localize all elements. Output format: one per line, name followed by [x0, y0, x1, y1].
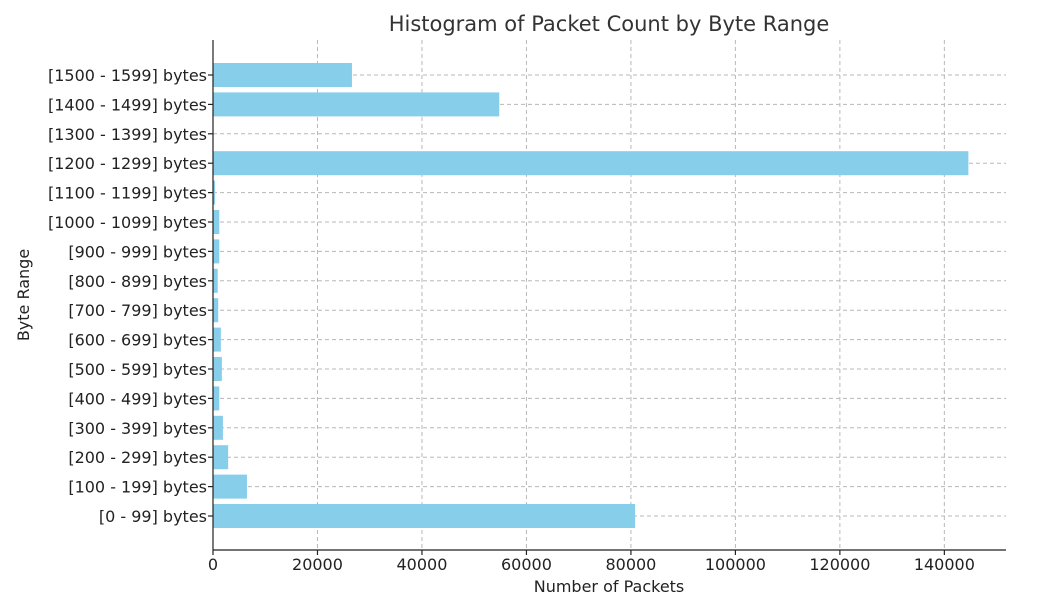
category-label: [300 - 399] bytes — [68, 419, 207, 438]
x-tick-label: 60000 — [501, 555, 552, 574]
x-tick-label: 40000 — [397, 555, 448, 574]
category-label: [1300 - 1399] bytes — [48, 125, 207, 144]
bar — [213, 298, 219, 323]
bar — [213, 504, 636, 528]
bars — [213, 63, 969, 528]
bar — [213, 415, 223, 440]
x-tick-label: 100000 — [705, 555, 766, 574]
x-tick-label: 0 — [208, 555, 218, 574]
category-label: [1100 - 1199] bytes — [48, 184, 207, 203]
category-label: [600 - 699] bytes — [68, 331, 207, 350]
bar — [213, 386, 220, 411]
bar — [213, 210, 220, 234]
x-tick-label: 120000 — [809, 555, 870, 574]
bar — [213, 327, 221, 352]
category-label: [500 - 599] bytes — [68, 360, 207, 379]
category-label: [200 - 299] bytes — [68, 448, 207, 467]
bar — [213, 180, 216, 205]
category-label: [1500 - 1599] bytes — [48, 66, 207, 85]
x-axis-label: Number of Packets — [534, 577, 685, 596]
category-label: [100 - 199] bytes — [68, 478, 207, 497]
chart-title: Histogram of Packet Count by Byte Range — [389, 12, 830, 36]
bar — [213, 474, 247, 499]
bar — [213, 239, 220, 264]
category-label: [1000 - 1099] bytes — [48, 213, 207, 232]
bar — [213, 357, 222, 381]
category-label: [400 - 499] bytes — [68, 389, 207, 408]
grid — [213, 40, 1006, 550]
x-tick-label: 20000 — [292, 555, 343, 574]
axes — [212, 40, 1006, 551]
category-label: [700 - 799] bytes — [68, 301, 207, 320]
bar — [213, 63, 352, 87]
bar — [213, 92, 500, 117]
category-label: [0 - 99] bytes — [99, 507, 207, 526]
category-label: [1200 - 1299] bytes — [48, 154, 207, 173]
category-label: [1400 - 1499] bytes — [48, 95, 207, 114]
bar — [213, 151, 969, 176]
bar — [213, 268, 218, 293]
x-tick-label: 80000 — [605, 555, 656, 574]
ticks: 0 20000 40000 60000 80000 100000 120000 140000 [… — [48, 66, 975, 574]
category-label: [800 - 899] bytes — [68, 272, 207, 291]
category-label: [900 - 999] bytes — [68, 242, 207, 261]
bar — [213, 445, 229, 470]
x-tick-label: 140000 — [914, 555, 975, 574]
y-axis-label: Byte Range — [14, 249, 33, 341]
